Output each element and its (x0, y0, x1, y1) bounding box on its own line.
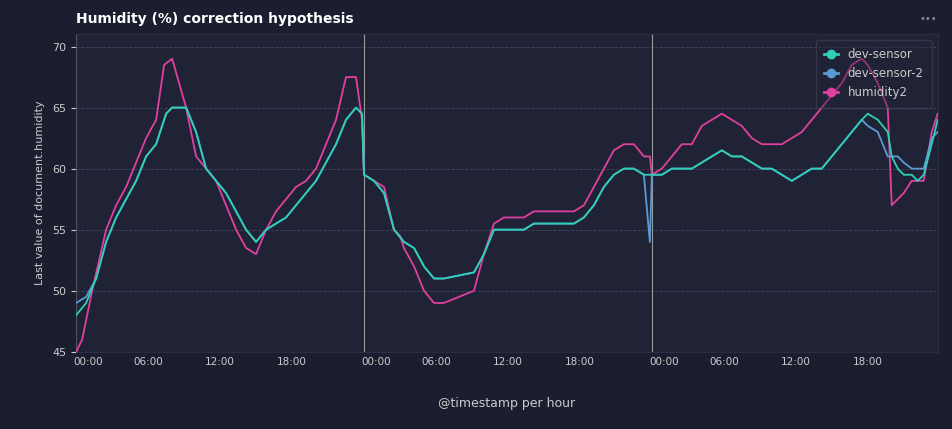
Legend: dev-sensor, dev-sensor-2, humidity2: dev-sensor, dev-sensor-2, humidity2 (816, 40, 932, 108)
Text: •••: ••• (919, 14, 937, 24)
X-axis label: @timestamp per hour: @timestamp per hour (438, 397, 576, 410)
Text: Humidity (%) correction hypothesis: Humidity (%) correction hypothesis (76, 12, 354, 26)
Y-axis label: Last value of document.humidity: Last value of document.humidity (35, 101, 46, 285)
